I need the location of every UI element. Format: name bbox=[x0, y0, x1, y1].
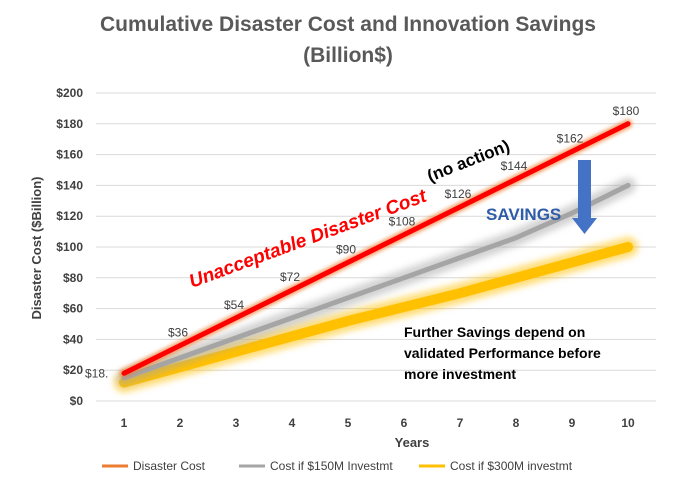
further-savings-line1: Further Savings depend on bbox=[404, 324, 585, 340]
x-tick-label: 6 bbox=[401, 416, 408, 430]
x-tick-label: 5 bbox=[345, 416, 352, 430]
y-tick-label: $180 bbox=[56, 117, 83, 131]
data-labels: $18. $36 $54 $72 $90 $108 $126 $144 $162 $180 bbox=[85, 104, 640, 380]
y-tick-label: $80 bbox=[63, 271, 83, 285]
y-tick-label: $20 bbox=[63, 363, 83, 377]
series-line-disaster-cost bbox=[119, 119, 633, 378]
x-tick-label: 1 bbox=[121, 416, 128, 430]
series-line-150m bbox=[116, 177, 636, 386]
legend-item-300m: Cost if $300M investmt bbox=[419, 459, 573, 473]
x-axis-ticks: 1 2 3 4 5 6 7 8 9 10 bbox=[121, 416, 635, 430]
legend-item-disaster-cost: Disaster Cost bbox=[102, 459, 206, 473]
y-tick-label: $60 bbox=[63, 302, 83, 316]
x-tick-label: 8 bbox=[513, 416, 520, 430]
x-tick-label: 2 bbox=[177, 416, 184, 430]
y-tick-label: $200 bbox=[56, 86, 83, 100]
x-tick-label: 9 bbox=[569, 416, 576, 430]
data-label: $18. bbox=[85, 366, 108, 380]
data-label: $144 bbox=[501, 159, 528, 173]
legend-label: Cost if $150M Investmt bbox=[270, 459, 393, 473]
y-tick-label: $40 bbox=[63, 332, 83, 346]
y-tick-label: $160 bbox=[56, 148, 83, 162]
x-tick-label: 4 bbox=[289, 416, 296, 430]
series-line bbox=[119, 242, 633, 388]
y-tick-label: $140 bbox=[56, 178, 83, 192]
series-line-300m bbox=[114, 237, 638, 393]
x-tick-label: 3 bbox=[233, 416, 240, 430]
series-line bbox=[121, 182, 631, 381]
data-label: $54 bbox=[224, 298, 244, 312]
savings-label: SAVINGS bbox=[486, 205, 561, 224]
further-savings-line3: more investment bbox=[404, 366, 516, 382]
savings-arrow bbox=[572, 160, 597, 234]
chart-title-line1: Cumulative Disaster Cost and Innovation … bbox=[100, 13, 596, 36]
series-lines bbox=[114, 119, 638, 393]
data-label: $108 bbox=[389, 215, 416, 229]
legend-label: Cost if $300M investmt bbox=[450, 459, 573, 473]
data-label: $72 bbox=[280, 270, 300, 284]
y-axis-ticks: $0 $20 $40 $60 $80 $100 $120 $140 $160 $180 $200 bbox=[56, 86, 83, 408]
data-label: $36 bbox=[168, 326, 188, 340]
x-axis-title: Years bbox=[395, 435, 430, 450]
legend-label: Disaster Cost bbox=[133, 459, 206, 473]
y-tick-label: $120 bbox=[56, 209, 83, 223]
y-axis-title: Disaster Cost ($Billion) bbox=[29, 176, 44, 319]
data-label: $126 bbox=[445, 187, 472, 201]
y-tick-label: $0 bbox=[70, 394, 84, 408]
y-tick-label: $100 bbox=[56, 240, 83, 254]
data-label: $162 bbox=[557, 132, 584, 146]
x-tick-label: 7 bbox=[457, 416, 464, 430]
further-savings-line2: validated Performance before bbox=[404, 345, 601, 361]
x-tick-label: 10 bbox=[621, 416, 635, 430]
chart-title-line2: (Billion$) bbox=[303, 44, 393, 67]
legend: Disaster Cost Cost if $150M Investmt Cos… bbox=[102, 459, 573, 473]
legend-item-150m: Cost if $150M Investmt bbox=[239, 459, 393, 473]
series-line bbox=[121, 121, 631, 376]
data-label: $180 bbox=[613, 104, 640, 118]
data-label: $90 bbox=[336, 242, 356, 256]
